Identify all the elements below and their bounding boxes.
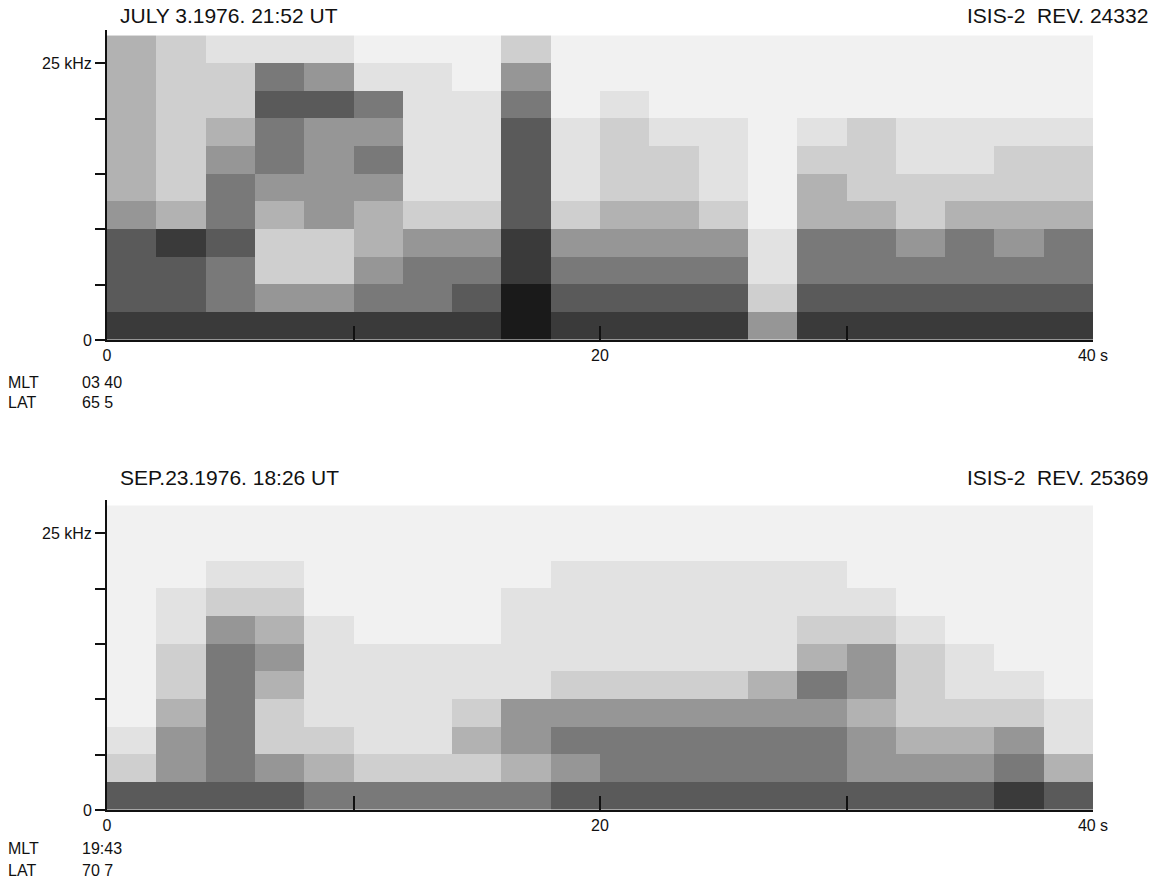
- svg-text:0: 0: [83, 802, 92, 819]
- svg-text:ISIS-2 REV. 24332: ISIS-2 REV. 24332: [967, 4, 1148, 27]
- svg-text:20: 20: [591, 347, 609, 364]
- svg-text:ISIS-2 REV. 25369: ISIS-2 REV. 25369: [967, 466, 1148, 489]
- svg-text:MLT: MLT: [8, 374, 39, 391]
- svg-text:03 40: 03 40: [82, 374, 122, 391]
- svg-text:19:43: 19:43: [82, 840, 122, 857]
- svg-text:LAT: LAT: [8, 394, 36, 411]
- svg-text:25 kHz: 25 kHz: [42, 525, 92, 542]
- svg-text:40 s: 40 s: [1078, 817, 1108, 834]
- svg-text:SEP.23.1976. 18:26 UT: SEP.23.1976. 18:26 UT: [120, 466, 339, 489]
- svg-text:25 kHz: 25 kHz: [42, 55, 92, 72]
- svg-text:LAT: LAT: [8, 862, 36, 879]
- svg-text:MLT: MLT: [8, 840, 39, 857]
- svg-text:65 5: 65 5: [82, 394, 113, 411]
- svg-text:0: 0: [103, 347, 112, 364]
- svg-text:0: 0: [83, 332, 92, 349]
- svg-text:20: 20: [591, 817, 609, 834]
- svg-text:JULY 3.1976. 21:52 UT: JULY 3.1976. 21:52 UT: [120, 4, 338, 27]
- svg-text:0: 0: [103, 817, 112, 834]
- svg-text:40 s: 40 s: [1078, 347, 1108, 364]
- svg-text:70 7: 70 7: [82, 862, 113, 879]
